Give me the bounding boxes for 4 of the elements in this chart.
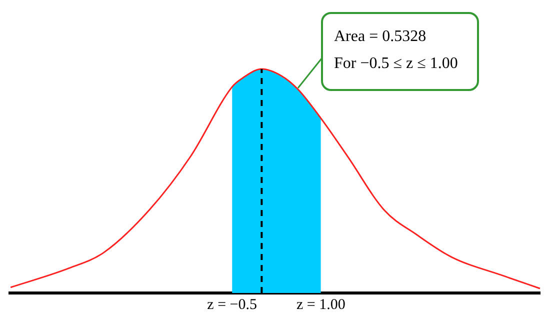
- x-tick-label: z = 1.00: [296, 296, 346, 313]
- x-tick-label: z = −0.5: [207, 296, 257, 313]
- text: Area = 0.5328: [334, 27, 428, 47]
- annotation: For −0.5 ≤ z ≤ 1.00: [334, 54, 458, 74]
